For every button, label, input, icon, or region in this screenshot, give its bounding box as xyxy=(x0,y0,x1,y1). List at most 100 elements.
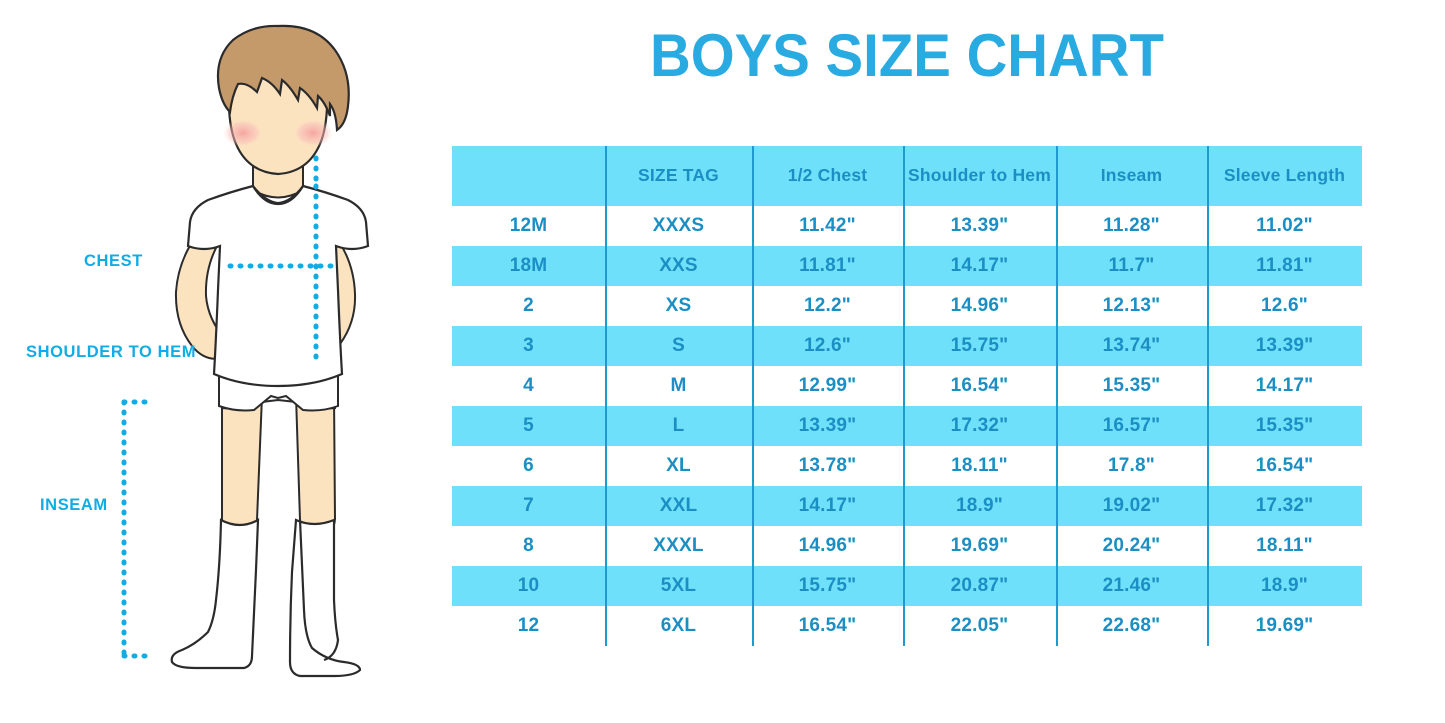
cell-inseam: 22.68" xyxy=(1056,606,1207,646)
cell-shoulder-to-hem: 19.69" xyxy=(903,526,1056,566)
cell-half-chest: 12.2" xyxy=(752,286,903,326)
cheek-right xyxy=(293,119,333,147)
cell-shoulder-to-hem: 22.05" xyxy=(903,606,1056,646)
cell-half-chest: 11.42" xyxy=(752,206,903,246)
chest-label: CHEST xyxy=(84,252,143,270)
cell-sleeve-length: 15.35" xyxy=(1207,406,1362,446)
cell-sleeve-length: 19.69" xyxy=(1207,606,1362,646)
cell-size: 2 xyxy=(452,286,605,326)
table-row: 12 6XL 16.54" 22.05" 22.68" 19.69" xyxy=(452,606,1362,646)
cell-size-tag: XL xyxy=(605,446,752,486)
cell-size-tag: XS xyxy=(605,286,752,326)
cell-size: 6 xyxy=(452,446,605,486)
table-row: 8 XXXL 14.96" 19.69" 20.24" 18.11" xyxy=(452,526,1362,566)
cell-inseam: 13.74" xyxy=(1056,326,1207,366)
cell-inseam: 21.46" xyxy=(1056,566,1207,606)
cell-inseam: 12.13" xyxy=(1056,286,1207,326)
table-row: 7 XXL 14.17" 18.9" 19.02" 17.32" xyxy=(452,486,1362,526)
cell-size: 5 xyxy=(452,406,605,446)
cell-half-chest: 12.99" xyxy=(752,366,903,406)
cell-sleeve-length: 12.6" xyxy=(1207,286,1362,326)
shoulder-to-hem-label: SHOULDER TO HEM xyxy=(26,343,197,361)
cell-size-tag: XXXL xyxy=(605,526,752,566)
cell-half-chest: 14.96" xyxy=(752,526,903,566)
cell-shoulder-to-hem: 18.9" xyxy=(903,486,1056,526)
cell-shoulder-to-hem: 18.11" xyxy=(903,446,1056,486)
cell-inseam: 16.57" xyxy=(1056,406,1207,446)
page-title: BOYS SIZE CHART xyxy=(650,22,1164,89)
cell-half-chest: 13.78" xyxy=(752,446,903,486)
legs-group xyxy=(221,393,337,538)
table-row: 5 L 13.39" 17.32" 16.57" 15.35" xyxy=(452,406,1362,446)
cell-half-chest: 13.39" xyxy=(752,406,903,446)
cell-shoulder-to-hem: 17.32" xyxy=(903,406,1056,446)
cell-half-chest: 15.75" xyxy=(752,566,903,606)
table-row: 6 XL 13.78" 18.11" 17.8" 16.54" xyxy=(452,446,1362,486)
header-size-tag: SIZE TAG xyxy=(605,146,752,206)
cell-sleeve-length: 17.32" xyxy=(1207,486,1362,526)
cell-size: 12 xyxy=(452,606,605,646)
cell-sleeve-length: 18.9" xyxy=(1207,566,1362,606)
size-table: SIZE TAG 1/2 Chest Shoulder to Hem Insea… xyxy=(452,146,1362,646)
cell-size-tag: 6XL xyxy=(605,606,752,646)
cell-size: 8 xyxy=(452,526,605,566)
table-header-row: SIZE TAG 1/2 Chest Shoulder to Hem Insea… xyxy=(452,146,1362,206)
header-sleeve-length: Sleeve Length xyxy=(1207,146,1362,206)
header-shoulder-to-hem: Shoulder to Hem xyxy=(903,146,1056,206)
header-inseam: Inseam xyxy=(1056,146,1207,206)
cell-shoulder-to-hem: 15.75" xyxy=(903,326,1056,366)
cell-sleeve-length: 14.17" xyxy=(1207,366,1362,406)
table-row: 3 S 12.6" 15.75" 13.74" 13.39" xyxy=(452,326,1362,366)
cell-inseam: 11.28" xyxy=(1056,206,1207,246)
cell-size-tag: M xyxy=(605,366,752,406)
cell-inseam: 17.8" xyxy=(1056,446,1207,486)
table-body: 12M XXXS 11.42" 13.39" 11.28" 11.02" 18M XXS 11.… xyxy=(452,206,1362,646)
table-row: 2 XS 12.2" 14.96" 12.13" 12.6" xyxy=(452,286,1362,326)
cell-size-tag: XXL xyxy=(605,486,752,526)
cell-shoulder-to-hem: 20.87" xyxy=(903,566,1056,606)
illustration-panel: CHEST SHOULDER TO HEM INSEAM xyxy=(0,0,450,723)
cell-size: 12M xyxy=(452,206,605,246)
cell-size-tag: L xyxy=(605,406,752,446)
cell-half-chest: 16.54" xyxy=(752,606,903,646)
cell-size: 18M xyxy=(452,246,605,286)
table-header: SIZE TAG 1/2 Chest Shoulder to Hem Insea… xyxy=(452,146,1362,206)
cell-size: 3 xyxy=(452,326,605,366)
table-row: 12M XXXS 11.42" 13.39" 11.28" 11.02" xyxy=(452,206,1362,246)
cell-size-tag: XXXS xyxy=(605,206,752,246)
boy-figure-illustration xyxy=(121,24,370,678)
socks-boots xyxy=(170,518,362,678)
cell-size: 4 xyxy=(452,366,605,406)
cell-shoulder-to-hem: 14.96" xyxy=(903,286,1056,326)
cell-sleeve-length: 13.39" xyxy=(1207,326,1362,366)
cell-sleeve-length: 11.81" xyxy=(1207,246,1362,286)
cell-size-tag: 5XL xyxy=(605,566,752,606)
cell-shoulder-to-hem: 13.39" xyxy=(903,206,1056,246)
cell-size-tag: S xyxy=(605,326,752,366)
cell-inseam: 11.7" xyxy=(1056,246,1207,286)
cell-inseam: 19.02" xyxy=(1056,486,1207,526)
measure-guides xyxy=(121,155,343,659)
header-half-chest: 1/2 Chest xyxy=(752,146,903,206)
inseam-label: INSEAM xyxy=(40,496,108,514)
cell-inseam: 15.35" xyxy=(1056,366,1207,406)
cell-size: 7 xyxy=(452,486,605,526)
cell-shoulder-to-hem: 16.54" xyxy=(903,366,1056,406)
cell-sleeve-length: 18.11" xyxy=(1207,526,1362,566)
table-row: 18M XXS 11.81" 14.17" 11.7" 11.81" xyxy=(452,246,1362,286)
header-size xyxy=(452,146,605,206)
table-row: 10 5XL 15.75" 20.87" 21.46" 18.9" xyxy=(452,566,1362,606)
cell-inseam: 20.24" xyxy=(1056,526,1207,566)
t-shirt xyxy=(186,184,370,388)
cheek-left xyxy=(223,119,263,147)
cell-size: 10 xyxy=(452,566,605,606)
cell-half-chest: 14.17" xyxy=(752,486,903,526)
cell-shoulder-to-hem: 14.17" xyxy=(903,246,1056,286)
cell-half-chest: 12.6" xyxy=(752,326,903,366)
cell-half-chest: 11.81" xyxy=(752,246,903,286)
cell-sleeve-length: 11.02" xyxy=(1207,206,1362,246)
size-table-container: SIZE TAG 1/2 Chest Shoulder to Hem Insea… xyxy=(452,146,1362,646)
cell-size-tag: XXS xyxy=(605,246,752,286)
cell-sleeve-length: 16.54" xyxy=(1207,446,1362,486)
